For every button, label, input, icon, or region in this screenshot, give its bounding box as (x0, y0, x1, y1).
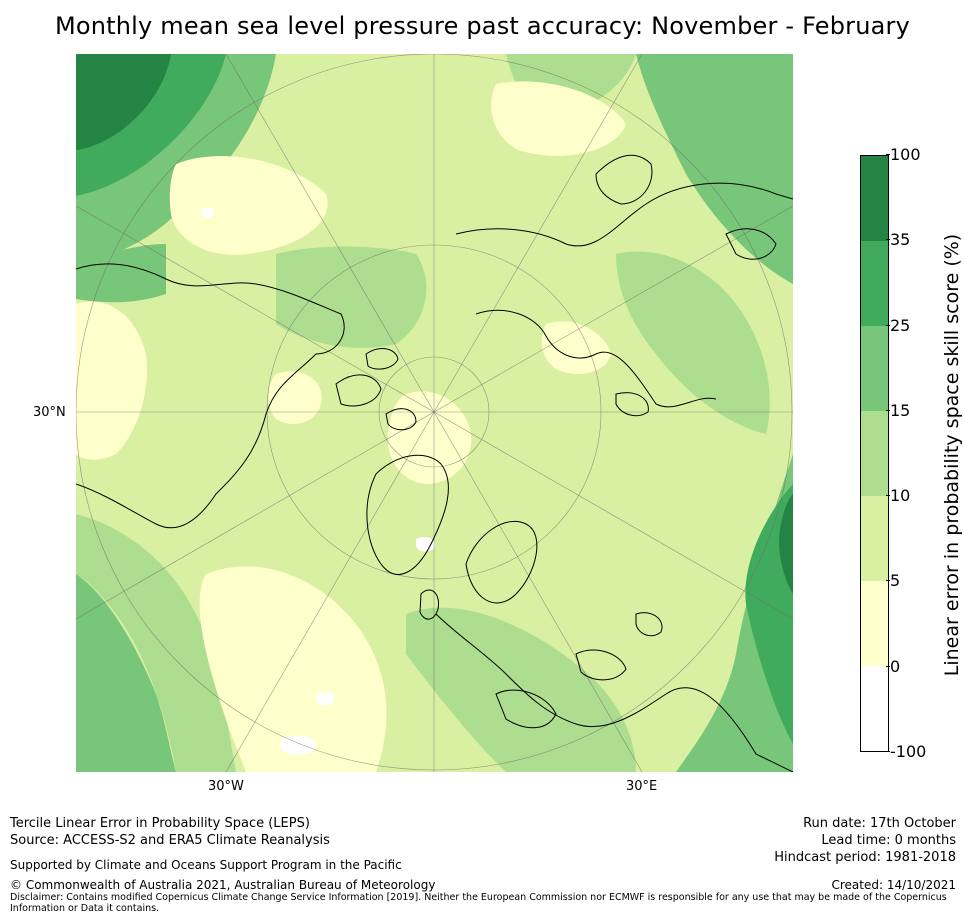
skill-region-atlantic-0-5 (199, 566, 387, 772)
graticule (76, 54, 793, 772)
created-date: Created: 14/10/2021 (831, 878, 956, 892)
skill-region-asia-north-0-5 (491, 81, 626, 156)
skill-region-arctic-10-15 (276, 246, 427, 348)
colorbar-segment-2 (861, 326, 888, 411)
run-date: Run date: 17th October (803, 816, 956, 831)
colorbar-tick-7: -100 (885, 742, 927, 761)
lon-label-30w: 30°W (208, 779, 244, 794)
map-svg[interactable] (76, 54, 793, 772)
colorbar-tick-3: 15 (885, 400, 911, 420)
colorbar-tick-0: 100 (886, 145, 921, 164)
skill-region-siberia-0-5 (541, 321, 611, 374)
colorbar-tick-6: 0 (885, 656, 901, 676)
skill-region-nw-35-100 (76, 54, 171, 150)
colorbar-segment-6 (861, 666, 888, 751)
colorbar-tick-5: 5 (885, 571, 901, 591)
colorbar-segment-3 (861, 411, 888, 496)
polar-map[interactable] (76, 54, 793, 772)
skill-region-sw-15-25 (76, 574, 176, 772)
colorbar-segment-5 (861, 581, 888, 666)
footer-left-block: Tercile Linear Error in Probability Spac… (10, 815, 330, 849)
colorbar-segment-0 (861, 156, 888, 241)
colorbar (860, 155, 889, 752)
coastlines (76, 154, 793, 772)
colorbar-tick-4: 10 (885, 486, 911, 506)
footer-copyright: © Commonwealth of Australia 2021, Austra… (10, 878, 436, 892)
lon-label-30e: 30°E (626, 779, 658, 794)
skill-region-e-35-100 (779, 494, 793, 594)
skill-region-europe-10-15 (406, 607, 636, 772)
lead-time: Lead time: 0 months (821, 833, 956, 848)
chart-title: Monthly mean sea level pressure past acc… (54, 12, 911, 40)
skill-region-sw-10-15 (76, 514, 236, 772)
skill-region-se-15-25 (676, 454, 793, 772)
skill-region-pacific-0-5 (169, 155, 328, 255)
skill-region-westcoast-0-5 (76, 301, 147, 460)
colorbar-label: Linear error in probability space skill … (941, 233, 963, 677)
colorbar-segment-4 (861, 496, 888, 581)
skill-region-neg-3 (316, 691, 335, 706)
skill-region-canada-0-5 (268, 371, 322, 424)
footer-supported: Supported by Climate and Oceans Support … (10, 858, 402, 872)
colorbar-segment-1 (861, 241, 888, 326)
colorbar-tick-2: 25 (885, 315, 911, 335)
hindcast-period: Hindcast period: 1981-2018 (774, 850, 956, 865)
skill-region-neg-2 (416, 537, 435, 552)
colorbar-tick-1: 35 (885, 230, 911, 250)
footer-right-block: Run date: 17th October Lead time: 0 mont… (774, 815, 956, 866)
skill-region-neg-1 (281, 735, 317, 755)
footer-source: Source: ACCESS-S2 and ERA5 Climate Reana… (10, 833, 330, 848)
lat-label-30n: 30°N (33, 405, 66, 420)
footer-method: Tercile Linear Error in Probability Spac… (10, 816, 310, 831)
footer-disclaimer: Disclaimer: Contains modified Copernicus… (10, 892, 947, 914)
skill-region-neg-4 (201, 207, 214, 219)
skill-region-asia-10-15 (616, 251, 770, 434)
skill-region-ne-15-25 (636, 54, 793, 284)
